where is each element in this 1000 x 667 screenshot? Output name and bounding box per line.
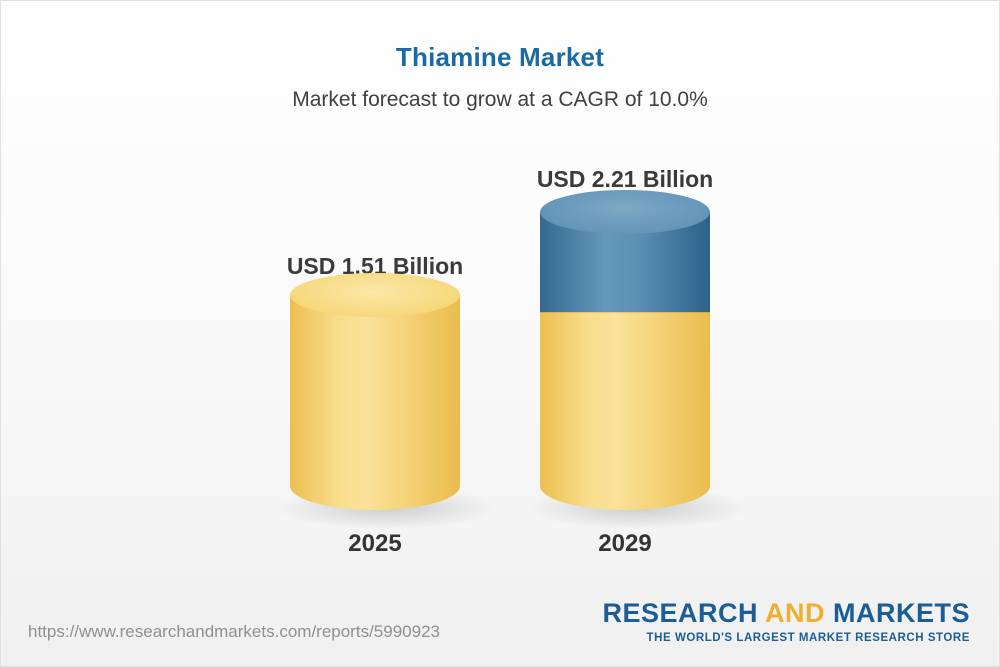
axis-label-2029: 2029 [598, 530, 652, 557]
bar-2029-base-segment [540, 312, 710, 510]
bar-2025 [290, 273, 460, 510]
chart-subtitle: Market forecast to grow at a CAGR of 10.… [292, 88, 708, 111]
research-and-markets-logo: RESEARCH AND MARKETS THE WORLD'S LARGEST… [602, 598, 970, 644]
bar-2029-growth-segment [540, 190, 710, 312]
bar-2029 [540, 190, 710, 510]
axis-label-2025: 2025 [348, 530, 402, 557]
logo-word-and: AND [764, 598, 825, 628]
bar-2025-top-ellipse [290, 273, 460, 317]
bar-2025-body [290, 273, 460, 510]
chart-title: Thiamine Market [395, 42, 605, 72]
logo-word-research: RESEARCH [602, 598, 758, 628]
report-url: https://www.researchandmarkets.com/repor… [28, 622, 440, 641]
logo-wordmark: RESEARCH AND MARKETS [602, 598, 970, 629]
value-label-2029: USD 2.21 Billion [536, 166, 714, 192]
logo-word-markets: MARKETS [833, 598, 970, 628]
bar-2029-top-ellipse [540, 190, 710, 234]
logo-tagline: THE WORLD'S LARGEST MARKET RESEARCH STOR… [646, 632, 970, 644]
